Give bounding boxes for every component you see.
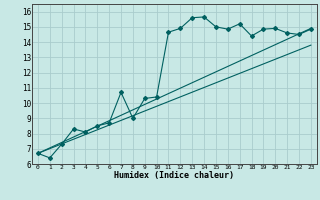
X-axis label: Humidex (Indice chaleur): Humidex (Indice chaleur): [115, 171, 234, 180]
